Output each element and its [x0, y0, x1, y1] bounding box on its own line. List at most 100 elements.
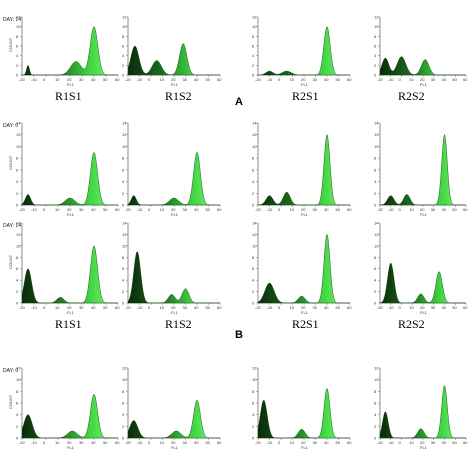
x-tick-label: 20: [301, 305, 306, 310]
x-tick-label: 10: [160, 305, 165, 310]
y-tick-label: 0: [16, 436, 19, 441]
x-tick-label: 10: [55, 440, 60, 445]
y-tick-label: 6: [122, 401, 125, 406]
sample-label-a-r1s1: R1S1: [55, 89, 82, 103]
x-tick-label: -20: [255, 440, 262, 445]
y-tick-label: 6: [374, 266, 377, 271]
x-tick-label: 40: [324, 440, 329, 445]
x-tick-label: 10: [55, 77, 60, 82]
histogram-r1s2: [127, 151, 220, 206]
x-tick-label: 10: [409, 440, 414, 445]
x-tick-label: 50: [206, 305, 211, 310]
x-tick-label: -10: [137, 77, 144, 82]
histogram-r2s2: [379, 56, 466, 76]
x-tick-label: 30: [431, 207, 436, 212]
x-tick-label: 10: [290, 77, 295, 82]
y-tick-label: 4: [16, 278, 19, 283]
x-tick-label: -10: [137, 305, 144, 310]
x-tick-label: 30: [183, 207, 188, 212]
x-tick-label: -10: [31, 77, 38, 82]
y-tick-label: 10: [122, 144, 127, 149]
y-tick-label: 0: [16, 73, 19, 78]
y-tick-label: 8: [374, 156, 377, 161]
y-tick-label: 6: [252, 44, 255, 49]
x-tick-label: -10: [31, 207, 38, 212]
x-axis-label: FL1: [301, 212, 309, 217]
x-tick-label: 0: [399, 440, 402, 445]
x-tick-label: 50: [206, 77, 211, 82]
x-tick-label: 20: [420, 305, 425, 310]
y-tick-label: 8: [252, 156, 255, 161]
y-tick-label: 14: [252, 121, 257, 126]
y-tick-label: 0: [122, 203, 125, 208]
y-tick-label: 6: [16, 167, 19, 172]
y-tick-label: 10: [122, 377, 127, 382]
x-tick-label: 30: [183, 305, 188, 310]
y-tick-label: 10: [374, 243, 379, 248]
y-tick-label: 12: [122, 366, 127, 371]
x-tick-label: 30: [79, 77, 84, 82]
x-tick-label: 10: [290, 207, 295, 212]
y-tick-label: 0: [122, 436, 125, 441]
x-tick-label: -20: [377, 207, 384, 212]
x-tick-label: 0: [148, 77, 151, 82]
y-tick-label: 12: [16, 132, 21, 137]
section-label-b: B: [235, 329, 243, 341]
y-tick-label: 2: [122, 63, 125, 68]
x-tick-label: 50: [206, 440, 211, 445]
y-tick-label: 8: [122, 255, 125, 260]
y-tick-label: 0: [16, 301, 19, 306]
x-tick-label: 40: [194, 207, 199, 212]
y-tick-label: 0: [122, 73, 125, 78]
y-tick-label: 8: [252, 34, 255, 39]
x-tick-label: 20: [301, 440, 306, 445]
x-axis-label: FL1: [67, 310, 75, 315]
y-tick-label: 2: [16, 191, 19, 196]
x-tick-label: 50: [452, 305, 457, 310]
x-tick-label: 20: [301, 207, 306, 212]
x-tick-label: 60: [115, 305, 120, 310]
x-tick-label: -20: [255, 305, 262, 310]
x-tick-label: -20: [19, 77, 26, 82]
y-tick-label: 2: [16, 424, 19, 429]
x-tick-label: 0: [43, 207, 46, 212]
x-tick-label: 20: [171, 207, 176, 212]
y-tick-label: 2: [374, 289, 377, 294]
y-tick-label: 8: [374, 34, 377, 39]
x-tick-label: 40: [442, 77, 447, 82]
x-tick-label: 30: [431, 440, 436, 445]
histogram-r1s1: [21, 26, 118, 76]
x-tick-label: 40: [91, 440, 96, 445]
x-tick-label: 60: [463, 77, 468, 82]
x-tick-label: 20: [67, 440, 72, 445]
x-tick-label: 0: [43, 440, 46, 445]
x-tick-label: 30: [79, 207, 84, 212]
x-tick-label: 0: [278, 207, 281, 212]
x-tick-label: 50: [103, 305, 108, 310]
y-tick-label: 2: [16, 289, 19, 294]
x-tick-label: 20: [67, 77, 72, 82]
x-tick-label: 40: [91, 305, 96, 310]
x-tick-label: 0: [278, 440, 281, 445]
x-axis-label: FL1: [420, 82, 428, 87]
y-tick-label: 8: [16, 156, 19, 161]
x-tick-label: 0: [399, 207, 402, 212]
sample-label-a-r2s1: R2S1: [292, 89, 319, 103]
x-axis-label: FL1: [301, 445, 309, 450]
x-tick-label: 10: [55, 207, 60, 212]
y-tick-label: 2: [374, 191, 377, 196]
y-tick-label: 4: [374, 179, 377, 184]
y-tick-label: 4: [252, 412, 255, 417]
y-tick-label: 12: [374, 232, 379, 237]
y-tick-label: 2: [122, 289, 125, 294]
y-tick-label: 0: [252, 203, 255, 208]
y-tick-label: 4: [122, 179, 125, 184]
x-tick-label: -20: [19, 440, 26, 445]
y-tick-label: 8: [122, 156, 125, 161]
x-tick-label: 40: [324, 207, 329, 212]
y-tick-label: 10: [252, 243, 257, 248]
y-tick-label: 0: [252, 73, 255, 78]
y-tick-label: 4: [374, 278, 377, 283]
x-tick-label: 0: [148, 207, 151, 212]
